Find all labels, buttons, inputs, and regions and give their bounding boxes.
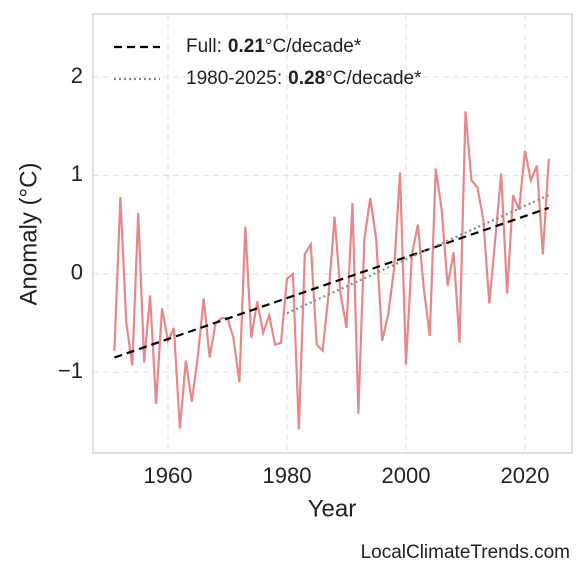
x-tick-label: 2000	[382, 463, 431, 488]
series-line	[113, 111, 550, 430]
x-axis-label: Year	[308, 495, 357, 522]
legend-text: 1980-2025:	[186, 68, 282, 89]
y-tick-label: −1	[58, 358, 83, 383]
series-line	[114, 206, 550, 359]
y-tick-label: 0	[71, 260, 83, 285]
plot-frame	[92, 13, 573, 454]
y-axis-label: Anomaly (°C)	[15, 163, 42, 306]
x-tick-label: 2020	[501, 463, 550, 488]
x-tick-label: 1960	[143, 463, 192, 488]
source: LocalClimateTrends.com	[361, 542, 570, 563]
y-tick-label: 1	[71, 161, 83, 186]
legend-text: °C/decade*	[265, 36, 362, 57]
x-tick-label: 1980	[263, 463, 312, 488]
legend-label: 1980-2025: 0.28°C/decade*	[186, 68, 422, 89]
legend-text: °C/decade*	[325, 68, 422, 89]
legend-text: 0.21	[228, 36, 265, 57]
y-tick-label: 2	[71, 63, 83, 88]
legend-text: Full:	[186, 36, 222, 57]
legend-label: Full: 0.21°C/decade*	[186, 36, 362, 57]
legend-text: 0.28	[288, 68, 325, 89]
